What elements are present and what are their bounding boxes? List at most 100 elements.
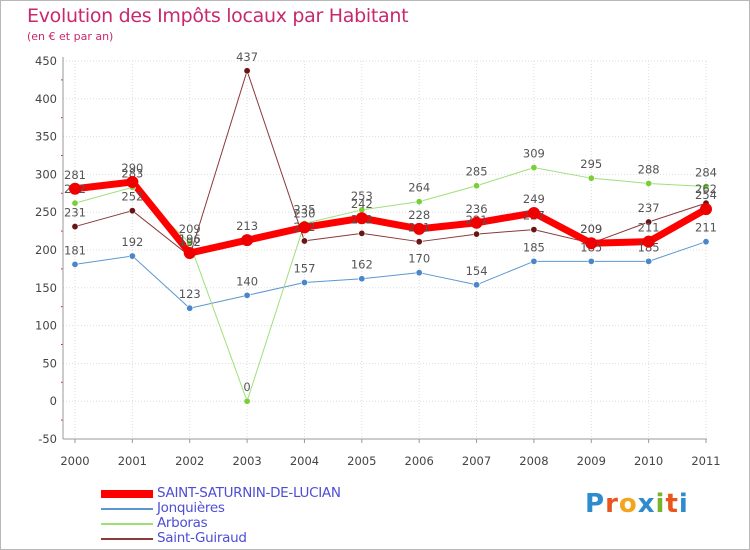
data-point-jonqui-res <box>186 304 194 312</box>
data-point-jonqui-res <box>358 275 366 283</box>
data-point-saint-saturnin-de-lucian <box>413 222 426 235</box>
x-tick-label: 2011 <box>691 454 720 468</box>
data-point-arboras <box>186 239 194 247</box>
data-label-arboras: 284 <box>695 165 717 179</box>
data-point-saint-guiraud <box>530 226 538 234</box>
x-tick-label: 2003 <box>232 454 261 468</box>
data-label-jonqui-res: 157 <box>293 262 315 276</box>
data-point-saint-saturnin-de-lucian <box>700 203 712 216</box>
data-point-arboras <box>587 174 595 182</box>
data-point-jonqui-res <box>587 257 595 265</box>
data-point-saint-guiraud <box>128 207 136 215</box>
data-label-saint-saturnin-de-lucian: 249 <box>523 192 545 206</box>
data-label-jonqui-res: 181 <box>64 243 86 257</box>
data-point-jonqui-res <box>530 257 538 265</box>
legend-label: Saint-Guiraud <box>157 530 247 546</box>
data-point-jonqui-res <box>71 260 79 268</box>
data-point-saint-saturnin-de-lucian <box>585 237 598 250</box>
data-label-saint-saturnin-de-lucian: 254 <box>695 188 717 202</box>
data-label-jonqui-res: 170 <box>408 252 430 266</box>
data-point-saint-saturnin-de-lucian <box>69 182 81 195</box>
data-label-arboras: 295 <box>580 157 602 171</box>
y-tick-label: 100 <box>35 319 57 333</box>
data-label-jonqui-res: 192 <box>121 235 143 249</box>
data-point-jonqui-res <box>243 291 251 299</box>
data-label-saint-saturnin-de-lucian: 213 <box>236 219 258 233</box>
data-label-jonqui-res: 211 <box>695 221 717 235</box>
legend-label: Arboras <box>157 515 208 531</box>
data-point-saint-guiraud <box>358 229 366 237</box>
data-label-saint-saturnin-de-lucian: 242 <box>351 197 373 211</box>
data-point-jonqui-res <box>645 257 653 265</box>
data-point-saint-guiraud <box>645 218 653 226</box>
logo-letter: i <box>678 489 689 519</box>
y-tick-label: 300 <box>35 167 57 181</box>
legend-swatch <box>101 508 153 510</box>
logo-letter: i <box>655 489 666 519</box>
data-point-jonqui-res <box>128 252 136 260</box>
data-label-jonqui-res: 185 <box>523 240 545 254</box>
x-tick-label: 2006 <box>405 454 434 468</box>
x-tick-label: 2008 <box>519 454 548 468</box>
data-point-jonqui-res <box>702 238 710 246</box>
data-point-saint-saturnin-de-lucian <box>527 206 540 219</box>
y-tick-label: 450 <box>35 54 57 68</box>
data-point-saint-saturnin-de-lucian <box>470 216 483 229</box>
proxiti-logo: Proxiti <box>585 489 689 519</box>
logo-letter: o <box>618 489 638 519</box>
data-point-arboras <box>415 198 423 206</box>
y-tick-label: 200 <box>35 243 57 257</box>
legend-label: Jonquières <box>157 500 225 516</box>
data-label-saint-guiraud: 252 <box>121 190 143 204</box>
data-point-saint-saturnin-de-lucian <box>642 235 655 248</box>
data-label-saint-saturnin-de-lucian: 196 <box>179 232 201 246</box>
data-label-saint-saturnin-de-lucian: 209 <box>580 222 602 236</box>
data-point-saint-guiraud <box>243 67 251 75</box>
data-label-saint-guiraud: 209 <box>580 222 602 236</box>
data-point-saint-guiraud <box>71 223 79 231</box>
data-label-arboras: 253 <box>351 189 373 203</box>
legend-label: SAINT-SATURNIN-DE-LUCIAN <box>157 485 341 501</box>
chart-title: Evolution des Impôts locaux par Habitant <box>27 5 409 27</box>
data-point-saint-saturnin-de-lucian <box>183 247 196 260</box>
legend-swatch <box>101 523 153 525</box>
data-label-saint-guiraud: 262 <box>695 182 717 196</box>
y-tick-label: 150 <box>35 281 57 295</box>
data-label-arboras: 235 <box>293 203 315 217</box>
data-label-saint-saturnin-de-lucian: 236 <box>466 202 488 216</box>
data-point-jonqui-res <box>473 281 481 289</box>
data-label-saint-guiraud: 437 <box>236 50 258 64</box>
data-point-saint-saturnin-de-lucian <box>126 175 139 188</box>
y-tick-label: 250 <box>35 205 57 219</box>
data-label-saint-saturnin-de-lucian: 281 <box>64 168 86 182</box>
x-tick-label: 2010 <box>634 454 663 468</box>
x-tick-label: 2009 <box>577 454 606 468</box>
data-point-jonqui-res <box>415 269 423 277</box>
legend-swatch <box>101 490 153 498</box>
x-tick-label: 2001 <box>118 454 147 468</box>
data-point-saint-saturnin-de-lucian <box>241 234 254 247</box>
data-point-arboras <box>71 199 79 207</box>
x-tick-label: 2007 <box>462 454 491 468</box>
legend-swatch <box>101 538 153 540</box>
series-line-jonqui-res <box>74 241 707 309</box>
data-label-arboras: 0 <box>243 380 250 394</box>
data-point-saint-saturnin-de-lucian <box>298 221 311 234</box>
logo-letter: x <box>637 489 656 519</box>
data-label-jonqui-res: 162 <box>351 258 373 272</box>
data-point-arboras <box>645 179 653 187</box>
data-label-saint-guiraud: 237 <box>638 201 660 215</box>
data-point-saint-guiraud <box>300 237 308 245</box>
data-label-saint-saturnin-de-lucian: 211 <box>638 221 660 235</box>
logo-letter: r <box>605 489 619 519</box>
data-label-arboras: 283 <box>121 166 143 180</box>
data-point-arboras <box>243 397 251 405</box>
data-label-arboras: 209 <box>179 222 201 236</box>
y-tick-label: 350 <box>35 130 57 144</box>
data-label-arboras: 264 <box>408 181 430 195</box>
logo-letter: t <box>665 489 679 519</box>
data-point-saint-guiraud <box>473 230 481 238</box>
data-label-saint-saturnin-de-lucian: 230 <box>293 206 315 220</box>
